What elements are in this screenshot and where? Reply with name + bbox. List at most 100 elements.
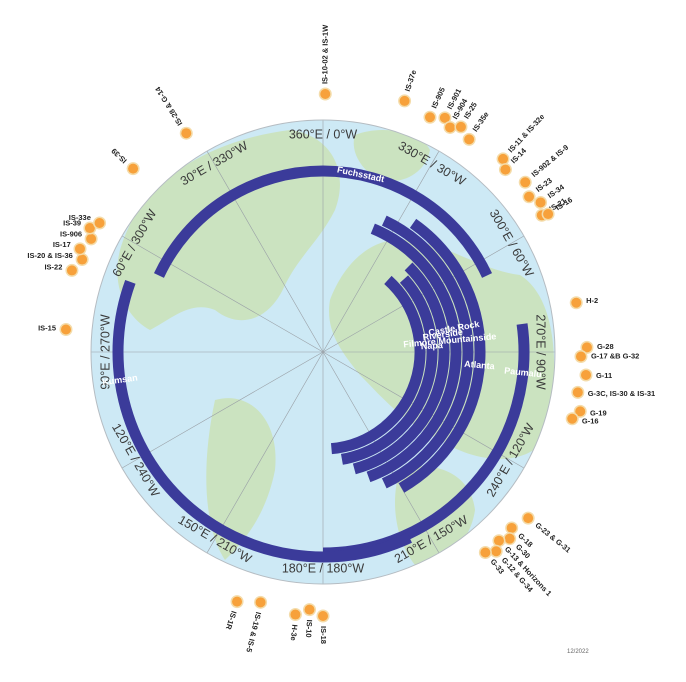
satellite-dot [500,164,511,175]
arc-castle-rock [366,223,462,483]
satellite-is-15: IS-15 [38,323,73,337]
satellite-dot [86,233,97,244]
satellite-is-22: IS-22 [44,262,79,277]
satellite-dot [60,324,71,335]
satellite-g-3c-is-30-is-31: G-3C, IS-30 & IS-31 [571,385,655,399]
arc-filmore [330,275,426,455]
satellite-dot [128,163,139,174]
satellite-dot [543,209,554,220]
satellite-dot [571,297,582,308]
arc-riverside [352,262,450,475]
arc-label-kumsan: Kumsan [102,372,139,387]
satellite-dot [580,370,591,381]
satellite-is-10: IS-10 [302,603,316,638]
satellite-label: IS-10 [304,619,314,637]
grid-line [206,150,324,353]
satellite-label: G-19 [590,409,607,418]
satellite-dot [77,254,88,265]
satellite-dot [504,533,515,544]
arc-mountainside [381,215,474,489]
satellite-dot [567,413,578,424]
satellite-dot [290,609,301,620]
satellite-label: IS-20 & IS-36 [27,251,72,260]
grid-line [121,235,324,353]
satellite-label: IS-15 [38,324,56,333]
satellite-label: IS-37e [403,69,418,93]
satellite-dot [181,128,192,139]
satellite-label: G-23 & G-31 [533,521,572,555]
satellite-is-19-is-5: IS-19 & IS-5 [244,595,268,653]
satellite-dot [84,223,95,234]
satellite-label: IS-906 [60,230,82,239]
satellite-dot [74,243,85,254]
satellite-dot [572,387,583,398]
satellite-label: IS-11 & IS-32e [506,112,546,154]
arc-napa [340,275,438,465]
grid-line [322,150,440,353]
satellite-is-39: IS-39 [63,218,97,235]
land-greenland [353,130,430,182]
satellite-dot [491,546,502,557]
satellite-dot [520,177,531,188]
satellite-dot [320,89,331,100]
grid-line [121,351,324,469]
satellite-dot [506,522,517,533]
satellite-dot [480,547,491,558]
satellite-label: IS-902 & IS-9 [530,143,571,179]
arc-kumsan [112,280,412,563]
satellite-is-39: IS-39 [110,146,140,176]
arc-label-atlanta: Atlanta [464,359,496,372]
satellite-label: IS-22 [44,262,62,271]
satellite-label: IS-10-02 & IS-1W [320,24,330,84]
satellite-label: G-17 &B G-32 [591,352,639,361]
satellite-dot [255,597,266,608]
globe-outline [90,119,556,585]
satellite-dot [94,218,105,228]
satellite-dot [66,265,77,276]
satellite-dot [455,121,466,132]
degree-label: 270°E / 90°W [534,314,548,390]
satellite-label: IS-33e [69,213,91,222]
satellite-dot [498,153,509,164]
satellite-g-11: G-11 [579,368,612,382]
satellite-dot [464,134,475,145]
satellite-label: IS-18 [319,626,328,644]
satellite-dot [535,197,546,208]
satellite-is-17: IS-17 [53,240,87,256]
satellite-h-3e: H-3e [289,608,302,641]
arc-label-filmore: Filmore [403,337,436,350]
satellite-is-33e: IS-33e [69,213,107,230]
grid-line [206,351,324,554]
satellite-h-2: H-2 [569,296,598,310]
satellite-label: G-28 [597,342,614,351]
satellite-is-20-is-36: IS-20 & IS-36 [27,251,89,267]
satellite-dot [575,406,586,417]
satellite-dot [493,535,504,546]
satellite-label: IS-39 [63,218,81,227]
satellite-label: H-3e [289,624,300,641]
satellite-label: IS-28 & G-14 [153,84,184,127]
satellite-g-30: G-30 [503,532,532,560]
satellite-dot [424,112,435,123]
arc-label-napa: Napa [421,340,444,351]
arc-atlanta [398,218,486,493]
degree-label: 180°E / 180°W [282,561,364,575]
satellite-dot [575,351,586,362]
satellite-dot [524,191,535,202]
satellite-dot [399,95,410,106]
satellite-dot [304,604,315,615]
satellite-g-17-b-g-32: G-17 &B G-32 [574,350,639,364]
satellite-dot [318,611,328,621]
degree-label: 360°E / 0°W [289,127,358,141]
satellite-label: G-16 [582,416,599,425]
satellite-dot [232,596,243,607]
satellite-label: H-2 [586,296,598,305]
satellite-is-28-g-14: IS-28 & G-14 [153,84,193,140]
satellite-is-906: IS-906 [60,230,98,246]
satellite-is-18: IS-18 [316,609,330,644]
satellite-is-1r: IS-1R [224,595,244,631]
satellite-is-37e: IS-37e [398,69,418,108]
